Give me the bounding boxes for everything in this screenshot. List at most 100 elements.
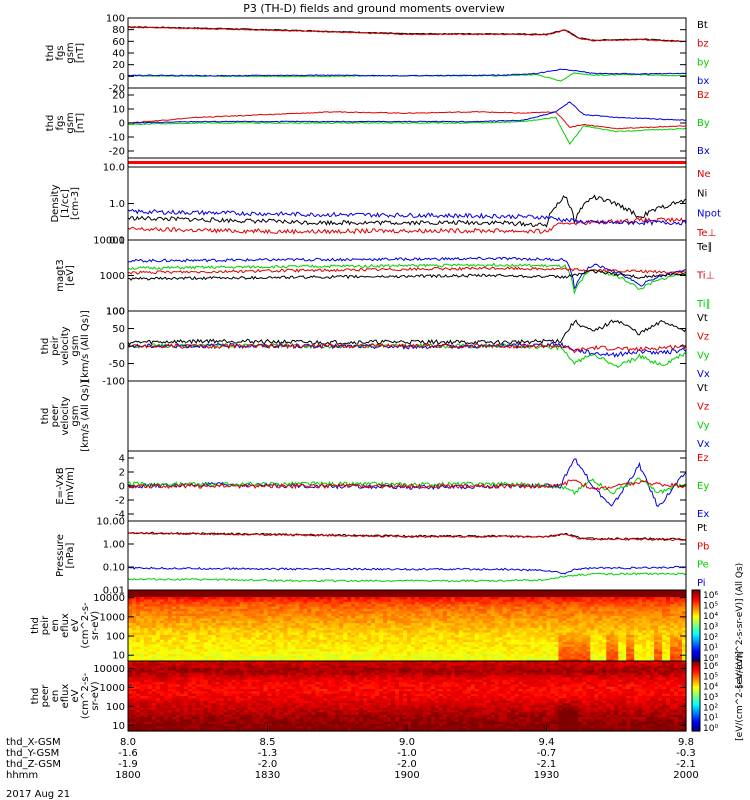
spectrogram-cell <box>395 616 400 619</box>
colorbar-cell <box>692 626 700 629</box>
spectrogram-cell <box>323 639 328 643</box>
spectrogram-cell <box>167 698 173 702</box>
spectrogram-cell <box>163 590 169 593</box>
spectrogram-cell <box>128 682 133 685</box>
spectrogram-cell <box>191 646 197 650</box>
spectrogram-cell <box>566 594 572 598</box>
spectrogram-cell <box>478 642 484 646</box>
spectrogram-cell <box>327 625 332 629</box>
spectrogram-cell <box>151 597 157 601</box>
spectrogram-cell <box>395 620 400 624</box>
spectrogram-cell <box>470 608 476 612</box>
spectrogram-cell <box>470 658 476 662</box>
spectrogram-cell <box>183 726 189 730</box>
spectrogram-cell <box>562 656 568 660</box>
spectrogram-cell <box>319 620 324 624</box>
spectrogram-cell <box>171 590 177 593</box>
spectrogram-cell <box>367 611 372 615</box>
spectrogram-cell <box>343 618 348 622</box>
colorbar-cell <box>692 631 700 634</box>
spectrogram-cell <box>478 649 484 653</box>
spectrogram-cell <box>303 637 308 641</box>
y-tick-label: 1000 <box>100 612 125 623</box>
spectrogram-cell <box>510 625 516 629</box>
spectrogram-cell <box>678 627 683 631</box>
spectrogram-cell <box>654 637 659 641</box>
spectrogram-cell <box>295 599 300 603</box>
spectrogram-cell <box>674 604 679 608</box>
spectrogram-cell <box>259 632 265 636</box>
spectrogram-cell <box>191 625 197 629</box>
spectrogram-cell <box>147 658 153 662</box>
spectrogram-cell <box>183 623 189 627</box>
spectrogram-cell <box>518 611 524 615</box>
spectrogram-cell <box>159 696 165 699</box>
spectrogram-cell <box>171 599 177 603</box>
spectrogram-cell <box>179 590 185 593</box>
spectrogram-cell <box>255 658 261 662</box>
spectrogram-cell <box>299 623 304 627</box>
spectrogram-cell <box>255 639 261 643</box>
spectrogram-cell <box>183 590 189 593</box>
spectrogram-cell <box>395 653 400 657</box>
spectrogram-cell <box>291 620 296 624</box>
spectrogram-cell <box>219 611 225 615</box>
spectrogram-cell <box>351 656 356 660</box>
spectrogram-cell <box>666 632 671 636</box>
spectrogram-cell <box>530 646 536 650</box>
spectrogram-cell <box>128 693 133 697</box>
spectrogram-cell <box>614 616 619 619</box>
spectrogram-cell <box>414 627 420 631</box>
spectrogram-cell <box>355 597 360 601</box>
spectrogram-cell <box>630 594 635 598</box>
spectrogram-cell <box>135 632 141 636</box>
spectrogram-cell <box>271 649 277 653</box>
spectrogram-cell <box>347 616 352 619</box>
spectrogram-cell <box>438 590 444 593</box>
spectrogram-cell <box>359 613 364 617</box>
spectrogram-cell <box>494 592 500 596</box>
spectrogram-cell <box>263 620 269 624</box>
colorbar-cell <box>692 633 700 636</box>
spectrogram-cell <box>339 642 344 646</box>
spectrogram-cell <box>450 618 456 622</box>
spectrogram-cell <box>582 639 587 643</box>
spectrogram-cell <box>458 653 464 657</box>
spectrogram-cell <box>279 651 285 655</box>
spectrogram-cell <box>442 632 448 636</box>
spectrogram-cell <box>167 684 173 688</box>
spectrogram-cell <box>446 599 452 603</box>
spectrogram-cell <box>538 653 544 657</box>
spectrogram-cell <box>538 656 544 660</box>
spectrogram-cell <box>179 611 185 615</box>
spectrogram-cell <box>670 606 675 610</box>
spectrogram-cell <box>662 651 667 655</box>
spectrogram-cell <box>167 646 173 650</box>
colorbar-cell <box>692 591 700 593</box>
spectrogram-cell <box>295 632 300 636</box>
spectrogram-cell <box>458 642 464 646</box>
spectrogram-cell <box>614 634 619 638</box>
spectrogram-cell <box>315 639 320 643</box>
spectrogram-cell <box>147 693 153 697</box>
spectrogram-cell <box>231 653 237 657</box>
spectrogram-cell <box>183 644 189 648</box>
spectrogram-cell <box>219 599 225 603</box>
legend-label: Te∥ <box>696 242 713 253</box>
spectrogram-cell <box>135 675 141 678</box>
spectrogram-cell <box>291 639 296 643</box>
spectrogram-cell <box>143 656 149 660</box>
spectrogram-cell <box>143 689 149 692</box>
spectrogram-cell <box>602 630 607 634</box>
spectrogram-cell <box>139 672 145 676</box>
spectrogram-cell <box>303 627 308 631</box>
spectrogram-cell <box>662 618 667 622</box>
spectrogram-cell <box>347 592 352 596</box>
spectrogram-cell <box>530 644 536 648</box>
spectrogram-cell <box>247 611 253 615</box>
spectrogram-cell <box>450 644 456 648</box>
spectrogram-cell <box>610 646 615 650</box>
spectrogram-cell <box>171 682 177 685</box>
spectrogram-cell <box>159 611 165 615</box>
spectrogram-cell <box>422 594 428 598</box>
